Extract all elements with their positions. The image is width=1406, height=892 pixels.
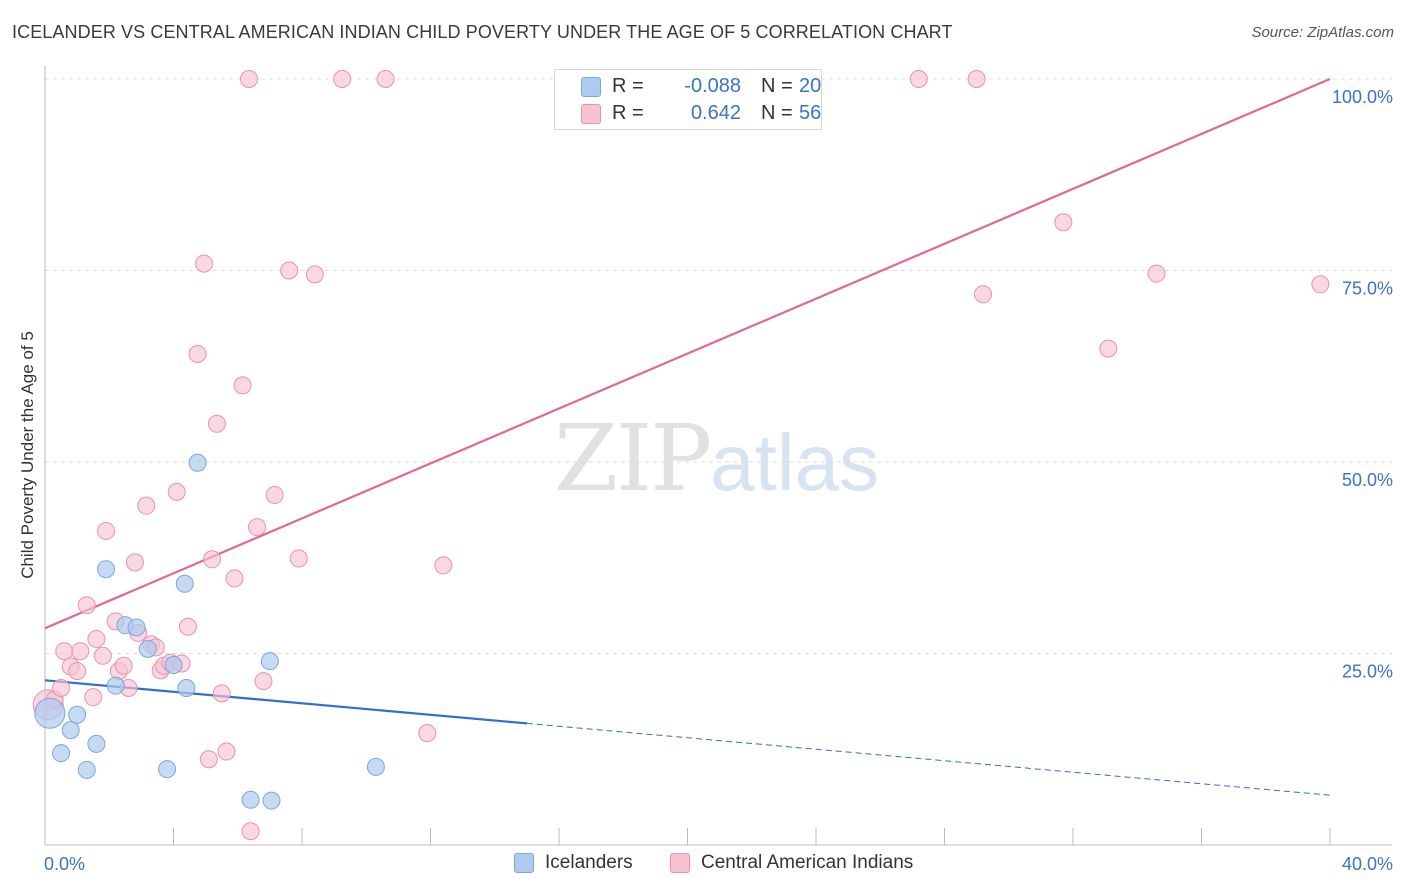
icelanders-label: Icelanders [545, 852, 633, 873]
cai-point [114, 656, 133, 675]
cai-swatch [670, 853, 690, 873]
icelanders-point [262, 791, 281, 810]
icelanders-point [97, 560, 116, 579]
correlation-legend: R = -0.088 N = 20 R = 0.642 N = 56 [554, 69, 822, 130]
icelanders-point [177, 678, 196, 697]
cai-point [289, 549, 308, 568]
cai-point [233, 376, 252, 395]
cai-point [84, 688, 103, 707]
icelanders-point [138, 639, 157, 658]
cai-point [376, 70, 395, 88]
cai-point [225, 569, 244, 588]
icelanders-point [34, 697, 66, 729]
icelanders-point [260, 652, 279, 671]
legend-r-label: R = [612, 102, 644, 124]
icelanders-point [188, 453, 207, 472]
y-tick-label: 50.0% [1342, 470, 1393, 490]
cai-point [203, 550, 222, 569]
cai-point [967, 70, 986, 88]
legend-r-label: R = [612, 75, 644, 97]
cai-point [305, 265, 324, 284]
x-tick-label: 40.0% [1342, 854, 1393, 874]
cai-point [207, 414, 226, 433]
cai-point [195, 254, 214, 273]
grid-lines [45, 78, 1392, 654]
cai-point [974, 285, 993, 304]
legend-r-value: -0.088 [684, 75, 741, 97]
cai-point [909, 70, 928, 88]
watermark-zip: ZIP [554, 405, 712, 512]
cai-point [77, 596, 96, 615]
cai-point [199, 750, 218, 769]
zipatlas-watermark: ZIPatlas [554, 405, 879, 512]
cai-point [280, 261, 299, 280]
cai-point [212, 684, 231, 703]
icelanders-points [34, 453, 385, 810]
icelanders-point [241, 790, 260, 809]
cai-point [71, 642, 90, 661]
legend-n-label: N = [761, 102, 793, 124]
cai-point [217, 742, 236, 761]
trend-lines [44, 77, 1331, 796]
cai-point [97, 521, 116, 540]
tick-labels: 25.0% 50.0% 75.0% 100.0% 0.0% 40.0% [44, 87, 1393, 874]
cai-point [418, 724, 437, 743]
icelanders-swatch [581, 77, 601, 97]
cai-point [188, 344, 207, 363]
cai-point [265, 485, 284, 504]
legend-r-value: 0.642 [690, 102, 741, 124]
cai-point [55, 642, 74, 661]
source-credit: Source: ZipAtlas.com [1251, 24, 1394, 41]
legend-n-value: 20 [799, 75, 822, 97]
icelanders-point [366, 757, 385, 776]
cai-point [178, 617, 197, 636]
cai-point [239, 70, 258, 88]
axes [44, 66, 1392, 846]
cai-point [254, 672, 273, 691]
icelanders-point [68, 705, 87, 724]
icelanders-point [77, 760, 96, 779]
cai-point [93, 646, 112, 665]
cai-point [1147, 264, 1166, 283]
y-tick-label: 25.0% [1342, 662, 1393, 682]
icelanders-point [106, 676, 125, 695]
y-axis-label: Child Poverty Under the Age of 5 [18, 331, 37, 579]
cai-point [68, 662, 87, 681]
icelanders-point [61, 721, 80, 740]
legend-n-label: N = [761, 75, 793, 97]
cai-point [1099, 339, 1118, 358]
cai-point [248, 518, 267, 537]
icelanders-point [127, 618, 146, 637]
icelanders-point [175, 574, 194, 593]
cai-point [167, 482, 186, 501]
cai-point [333, 70, 352, 88]
icelanders-point [158, 760, 177, 779]
chart-title: ICELANDER VS CENTRAL AMERICAN INDIAN CHI… [12, 22, 953, 42]
central-american-indians-points [32, 70, 1330, 841]
cai-point [241, 822, 260, 841]
watermark-atlas: atlas [710, 418, 880, 507]
icelanders-trend-line-extrapolated [526, 722, 1331, 796]
cai-swatch [581, 104, 601, 124]
legend-n-value: 56 [799, 102, 822, 124]
y-tick-label: 75.0% [1342, 279, 1393, 299]
cai-point [125, 553, 144, 572]
x-tick-label: 0.0% [44, 854, 85, 874]
cai-point [52, 678, 71, 697]
icelanders-point [164, 655, 183, 674]
cai-label: Central American Indians [701, 852, 914, 873]
icelanders-swatch [514, 853, 534, 873]
cai-trend-line [44, 77, 1331, 630]
y-tick-label: 100.0% [1332, 87, 1393, 107]
cai-point [1054, 213, 1073, 232]
cai-point [1311, 275, 1330, 294]
icelanders-point [52, 744, 71, 763]
cai-point [434, 556, 453, 575]
cai-point [87, 629, 106, 648]
icelanders-point [87, 734, 106, 753]
cai-point [137, 496, 156, 515]
